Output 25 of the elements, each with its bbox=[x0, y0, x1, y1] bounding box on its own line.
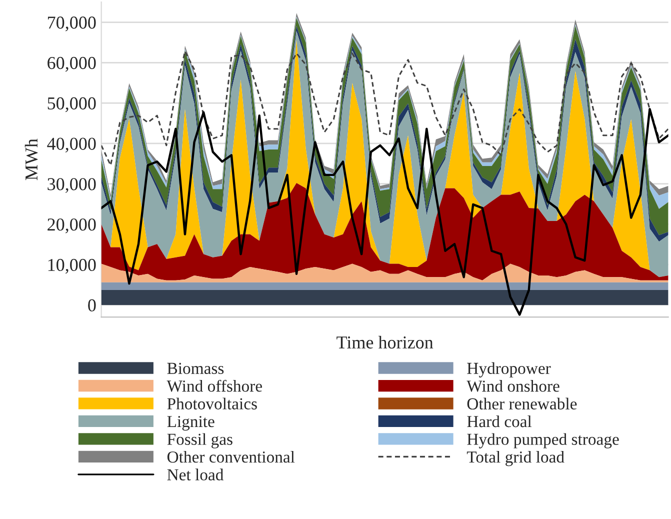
legend-label: Total grid load bbox=[466, 450, 564, 466]
legend-label: Photovoltaics bbox=[167, 398, 257, 410]
y-tick-label: 50,000 bbox=[48, 97, 96, 112]
line-series bbox=[101, 50, 668, 166]
legend-label: Biomass bbox=[167, 362, 224, 374]
x-axis-title: Time horizon bbox=[336, 336, 434, 349]
y-tick-label: 10,000 bbox=[48, 258, 96, 274]
y-tick-label: 60,000 bbox=[48, 56, 96, 72]
legend-label: Wind offshore bbox=[166, 380, 262, 392]
y-tick-label: 40,000 bbox=[47, 138, 96, 152]
y-axis-title: MWh bbox=[24, 138, 38, 180]
legend-label: Fossil gas bbox=[167, 433, 232, 448]
legend-label: Net load bbox=[167, 468, 224, 480]
legend-label: Hard coal bbox=[467, 415, 532, 428]
y-tick-label: 20,000 bbox=[48, 218, 96, 234]
legend-label: Lignite bbox=[167, 416, 214, 431]
legend-label: Other conventional bbox=[167, 450, 295, 463]
legend-label: Hydropower bbox=[467, 362, 551, 378]
y-tick-label: 70,000 bbox=[48, 16, 96, 32]
y-tick-label: 0 bbox=[88, 299, 96, 312]
line-series bbox=[101, 108, 668, 316]
y-tick-label: 30,000 bbox=[48, 178, 96, 193]
legend-label: Wind onshore bbox=[466, 380, 560, 392]
legend-label: Hydro pumped stroage bbox=[467, 433, 619, 448]
legend-label: Other renewable bbox=[467, 398, 577, 410]
